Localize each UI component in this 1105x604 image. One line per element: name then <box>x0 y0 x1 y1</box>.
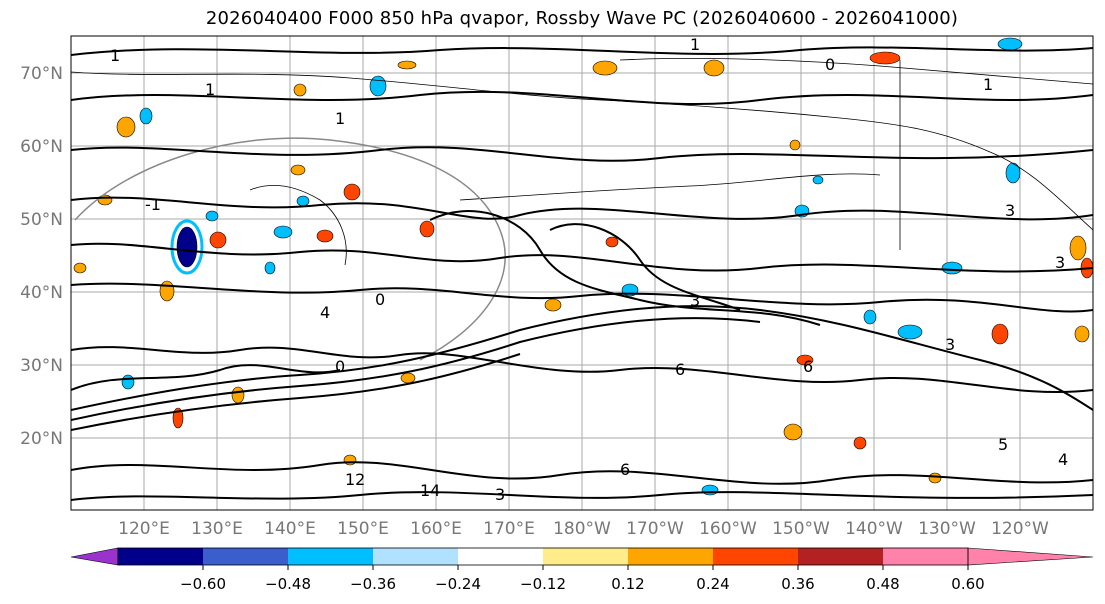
contour-label: 12 <box>345 470 365 489</box>
lon-label: 170°W <box>626 519 684 539</box>
contour-label: 4 <box>1058 450 1068 469</box>
contour-label: 0 <box>335 357 345 376</box>
lon-label: 150°E <box>337 519 389 539</box>
colorbar-segment <box>288 548 373 565</box>
colorbar-segment <box>883 548 968 565</box>
colorbar-tick: −0.12 <box>520 575 566 593</box>
contour-label: 1 <box>110 46 120 65</box>
colorbar-tick: 0.48 <box>866 575 899 593</box>
lat-label: 40°N <box>20 283 63 303</box>
contour-label: 3 <box>1055 253 1065 272</box>
colorbar-extend-high <box>967 547 1094 566</box>
colorbar-segment <box>713 548 798 565</box>
lat-label: 30°N <box>20 356 63 376</box>
lon-label: 130°E <box>191 519 243 539</box>
colorbar-segment <box>118 548 203 565</box>
lon-label: 160°W <box>699 519 757 539</box>
lon-label: 140°E <box>264 519 316 539</box>
contour-label: 3 <box>495 485 505 504</box>
contour-label: 1 <box>205 80 215 99</box>
contour-lines <box>71 46 1093 501</box>
colorbar: −0.60 −0.48 −0.36 −0.24 −0.12 0.12 0.24 … <box>70 547 1094 593</box>
colorbar-tick: 0.12 <box>611 575 644 593</box>
colorbar-segment <box>373 548 458 565</box>
contour-labels: 1 1 -1 0 1 1 3 3 0 4 3 3 6 6 1 5 4 12 14… <box>110 35 1068 504</box>
colorbar-segment <box>203 548 288 565</box>
colorbar-segment <box>628 548 713 565</box>
colorbar-extend-low <box>70 547 119 566</box>
lat-labels: 70°N 60°N 50°N 40°N 30°N 20°N <box>20 64 63 449</box>
colorbar-tick: 0.36 <box>781 575 814 593</box>
contour-label: 14 <box>420 481 440 500</box>
lat-label: 70°N <box>20 64 63 84</box>
contour-label: 0 <box>825 55 835 74</box>
contour-label: 6 <box>620 460 630 479</box>
contour-label: 6 <box>675 360 685 379</box>
contour-label: -1 <box>145 195 161 214</box>
contour-label: 3 <box>690 291 700 310</box>
map-frame <box>70 35 1094 511</box>
contour-label: 4 <box>320 303 330 322</box>
colorbar-tick: −0.60 <box>180 575 226 593</box>
colorbar-tick: 0.60 <box>951 575 984 593</box>
lat-label: 20°N <box>20 429 63 449</box>
lat-label: 60°N <box>20 137 63 157</box>
contour-label: 1 <box>335 109 345 128</box>
lon-label: 150°W <box>772 519 830 539</box>
lon-label: 120°E <box>118 519 170 539</box>
lon-label: 140°W <box>845 519 903 539</box>
contour-label: 1 <box>983 75 993 94</box>
colorbar-segment <box>543 548 628 565</box>
colorbar-tick: −0.24 <box>435 575 481 593</box>
lon-label: 130°W <box>918 519 976 539</box>
colorbar-tick: −0.36 <box>350 575 396 593</box>
colorbar-tick: 0.24 <box>696 575 729 593</box>
map-panel: 1 1 -1 0 1 1 3 3 0 4 3 3 6 6 1 5 4 12 14… <box>71 35 1093 510</box>
gridlines <box>71 36 1093 510</box>
contour-label: 1 <box>690 35 700 54</box>
lat-label: 50°N <box>20 210 63 230</box>
map-title: 2026040400 F000 850 hPa qvapor, Rossby W… <box>205 8 959 29</box>
contour-label: 3 <box>945 335 955 354</box>
lon-labels: 120°E 130°E 140°E 150°E 160°E 170°E 180°… <box>118 519 1049 539</box>
contour-label: 0 <box>375 290 385 309</box>
colorbar-segment <box>798 548 883 565</box>
lon-label: 180°W <box>553 519 611 539</box>
contour-label: 5 <box>998 435 1008 454</box>
lon-label: 160°E <box>410 519 462 539</box>
contour-label: 3 <box>1005 201 1015 220</box>
colorbar-tick: −0.48 <box>265 575 311 593</box>
lon-label: 170°E <box>483 519 535 539</box>
colorbar-segment <box>458 548 543 565</box>
contour-label: 6 <box>803 357 813 376</box>
lon-label: 120°W <box>991 519 1049 539</box>
